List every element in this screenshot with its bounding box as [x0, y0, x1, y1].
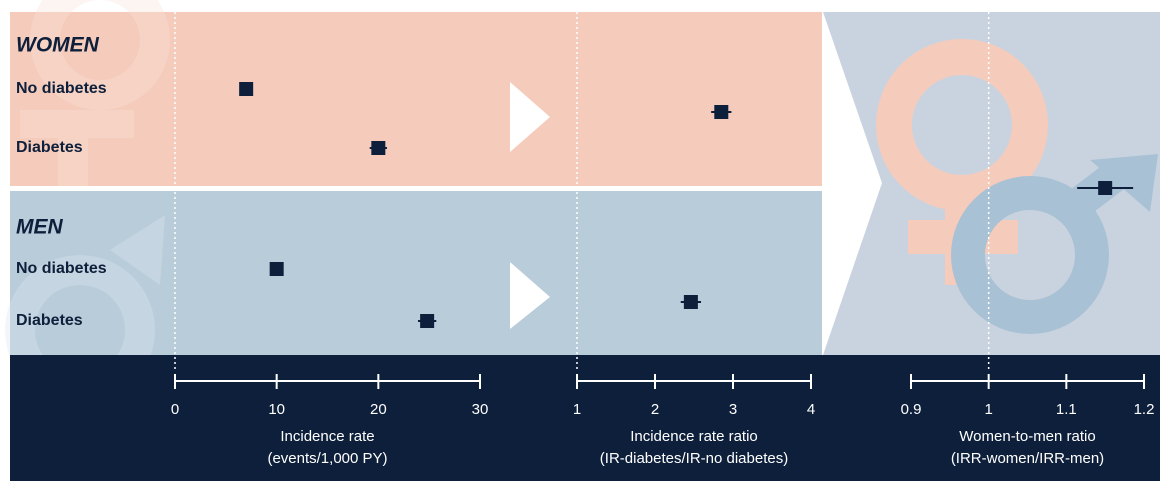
x-axis-label: (events/1,000 PY) [267, 450, 387, 467]
point [683, 295, 698, 309]
row-label: No diabetes [16, 80, 107, 97]
chevron [823, 12, 882, 355]
point [420, 314, 435, 328]
x-axis-label: (IR-diabetes/IR-no diabetes) [600, 450, 788, 467]
x-tick-label: 1.2 [1134, 401, 1155, 418]
x-tick-label: 1 [573, 401, 581, 418]
x-tick-label: 1.1 [1056, 401, 1077, 418]
arrow [510, 82, 550, 152]
x-tick-label: 30 [472, 401, 489, 418]
x-tick-label: 3 [729, 401, 737, 418]
x-tick-label: 1 [984, 401, 992, 418]
x-tick-label: 2 [651, 401, 659, 418]
point [239, 82, 254, 96]
group-label: WOMEN [16, 34, 100, 57]
group-label: MEN [16, 216, 64, 239]
row-label: No diabetes [16, 260, 107, 277]
x-axis-label: Women-to-men ratio [959, 428, 1095, 445]
women-band [10, 12, 822, 186]
axis-band [10, 355, 1160, 481]
row-label: Diabetes [16, 312, 83, 329]
x-tick-label: 0.9 [901, 401, 922, 418]
point [371, 141, 386, 155]
x-tick-label: 20 [370, 401, 387, 418]
x-axis-label: (IRR-women/IRR-men) [951, 450, 1104, 467]
x-tick-label: 4 [807, 401, 815, 418]
men-band [10, 191, 822, 355]
bg-symbols [5, 0, 170, 405]
row-label: Diabetes [16, 139, 83, 156]
x-axis-label: Incidence rate [280, 428, 374, 445]
arrow [510, 262, 550, 329]
x-tick-label: 10 [268, 401, 285, 418]
gender-symbols [876, 39, 1158, 334]
point [714, 105, 729, 119]
point [269, 262, 284, 276]
x-tick-label: 0 [171, 401, 179, 418]
x-axis-label: Incidence rate ratio [630, 428, 758, 445]
point [1098, 181, 1113, 195]
